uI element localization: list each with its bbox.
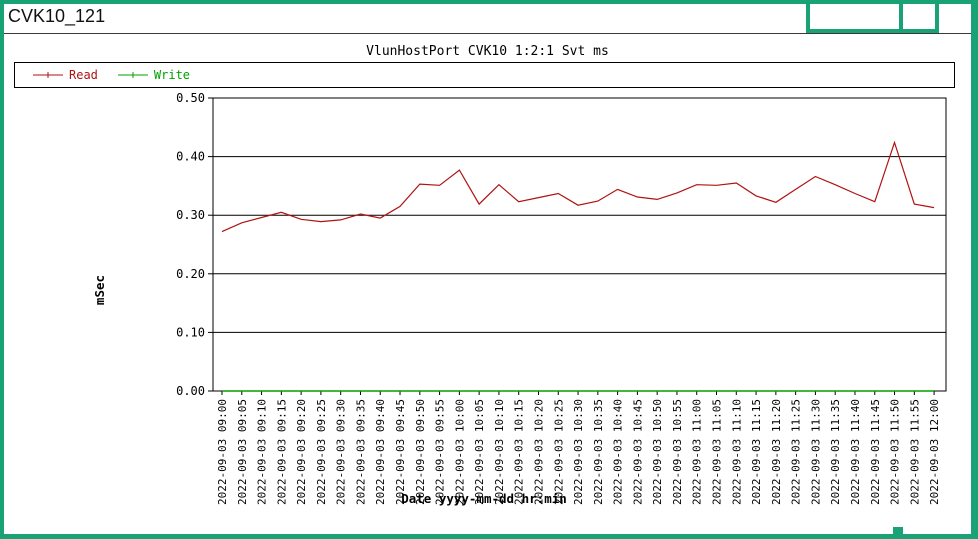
legend-item-read: Read — [32, 69, 98, 81]
x-tick-label: 2022-09-03 09:00 — [216, 399, 229, 505]
x-tick-label: 2022-09-03 12:00 — [928, 399, 941, 505]
x-tick-label: 2022-09-03 09:25 — [315, 399, 328, 505]
x-tick-label: 2022-09-03 11:20 — [770, 399, 783, 505]
x-tick-label: 2022-09-03 10:40 — [612, 399, 625, 505]
x-tick-label: 2022-09-03 11:45 — [869, 399, 882, 505]
x-tick-label: 2022-09-03 11:50 — [889, 399, 902, 505]
header-divider — [4, 33, 971, 34]
x-tick-label: 2022-09-03 10:30 — [572, 399, 585, 505]
x-tick-label: 2022-09-03 09:15 — [275, 399, 288, 505]
x-tick-label: 2022-09-03 09:45 — [394, 399, 407, 505]
x-tick-label: 2022-09-03 10:55 — [671, 399, 684, 505]
x-tick-label: 2022-09-03 10:25 — [552, 399, 565, 505]
x-tick-label: 2022-09-03 09:20 — [295, 399, 308, 505]
x-tick-label: 2022-09-03 11:35 — [829, 399, 842, 505]
x-tick-label: 2022-09-03 09:10 — [256, 399, 269, 505]
x-tick-label: 2022-09-03 10:20 — [532, 399, 545, 505]
x-tick-label: 2022-09-03 10:00 — [453, 399, 466, 505]
x-tick-label: 2022-09-03 11:05 — [711, 399, 724, 505]
x-tick-label: 2022-09-03 09:40 — [374, 399, 387, 505]
x-tick-label: 2022-09-03 09:50 — [414, 399, 427, 505]
y-tick-label: 0.10 — [176, 325, 205, 339]
read-series-line — [221, 140, 935, 233]
y-axis-title: mSec — [92, 275, 107, 305]
corner-buttons-divider — [899, 4, 903, 29]
x-tick-label: 2022-09-03 09:35 — [354, 399, 367, 505]
legend-label-read: Read — [69, 68, 98, 82]
legend: Read Write — [14, 62, 955, 88]
x-tick-label: 2022-09-03 10:35 — [592, 399, 605, 505]
x-tick-label: 2022-09-03 10:10 — [493, 399, 506, 505]
chart-title: VlunHostPort CVK10 1:2:1 Svt ms — [366, 44, 609, 59]
corner-button-right[interactable] — [903, 4, 935, 29]
bottom-border-handle[interactable] — [893, 527, 903, 534]
x-tick-label: 2022-09-03 11:15 — [750, 399, 763, 505]
y-tick-label: 0.30 — [176, 208, 205, 222]
write-line-icon — [117, 72, 148, 78]
y-tick-label: 0.50 — [176, 91, 205, 105]
x-tick-label: 2022-09-03 11:10 — [730, 399, 743, 505]
x-tick-label: 2022-09-03 10:50 — [651, 399, 664, 505]
y-tick-label: 0.00 — [176, 384, 205, 398]
x-axis-title: Date yyyy-mm-dd hr:min — [401, 491, 567, 506]
x-tick-label: 2022-09-03 11:30 — [809, 399, 822, 505]
plot-border — [212, 97, 947, 392]
window-title: CVK10_121 — [8, 6, 106, 26]
x-tick-label: 2022-09-03 11:55 — [908, 399, 921, 505]
read-line-icon — [33, 72, 63, 78]
window-corner-buttons — [806, 4, 939, 33]
legend-item-write: Write — [117, 69, 190, 81]
y-tick-label: 0.20 — [176, 267, 205, 281]
x-tick-label: 2022-09-03 10:05 — [473, 399, 486, 505]
x-tick-label: 2022-09-03 09:05 — [236, 399, 249, 505]
svt-line-chart: 0.00 0.10 0.20 0.30 0.40 0.50 2022-09-03 09:00… — [92, 91, 947, 506]
x-tick-label: 2022-09-03 10:15 — [513, 399, 526, 505]
x-tick-label: 2022-09-03 11:25 — [790, 399, 803, 505]
x-tick-label: 2022-09-03 10:45 — [631, 399, 644, 505]
legend-label-write: Write — [153, 68, 191, 82]
corner-button-left[interactable] — [810, 4, 899, 29]
x-tick-label: 2022-09-03 11:40 — [849, 399, 862, 505]
x-tick-label: 2022-09-03 09:55 — [434, 399, 447, 505]
x-tick-label: 2022-09-03 09:30 — [335, 399, 348, 505]
y-tick-label: 0.40 — [176, 150, 205, 164]
x-tick-label: 2022-09-03 11:00 — [691, 399, 704, 505]
